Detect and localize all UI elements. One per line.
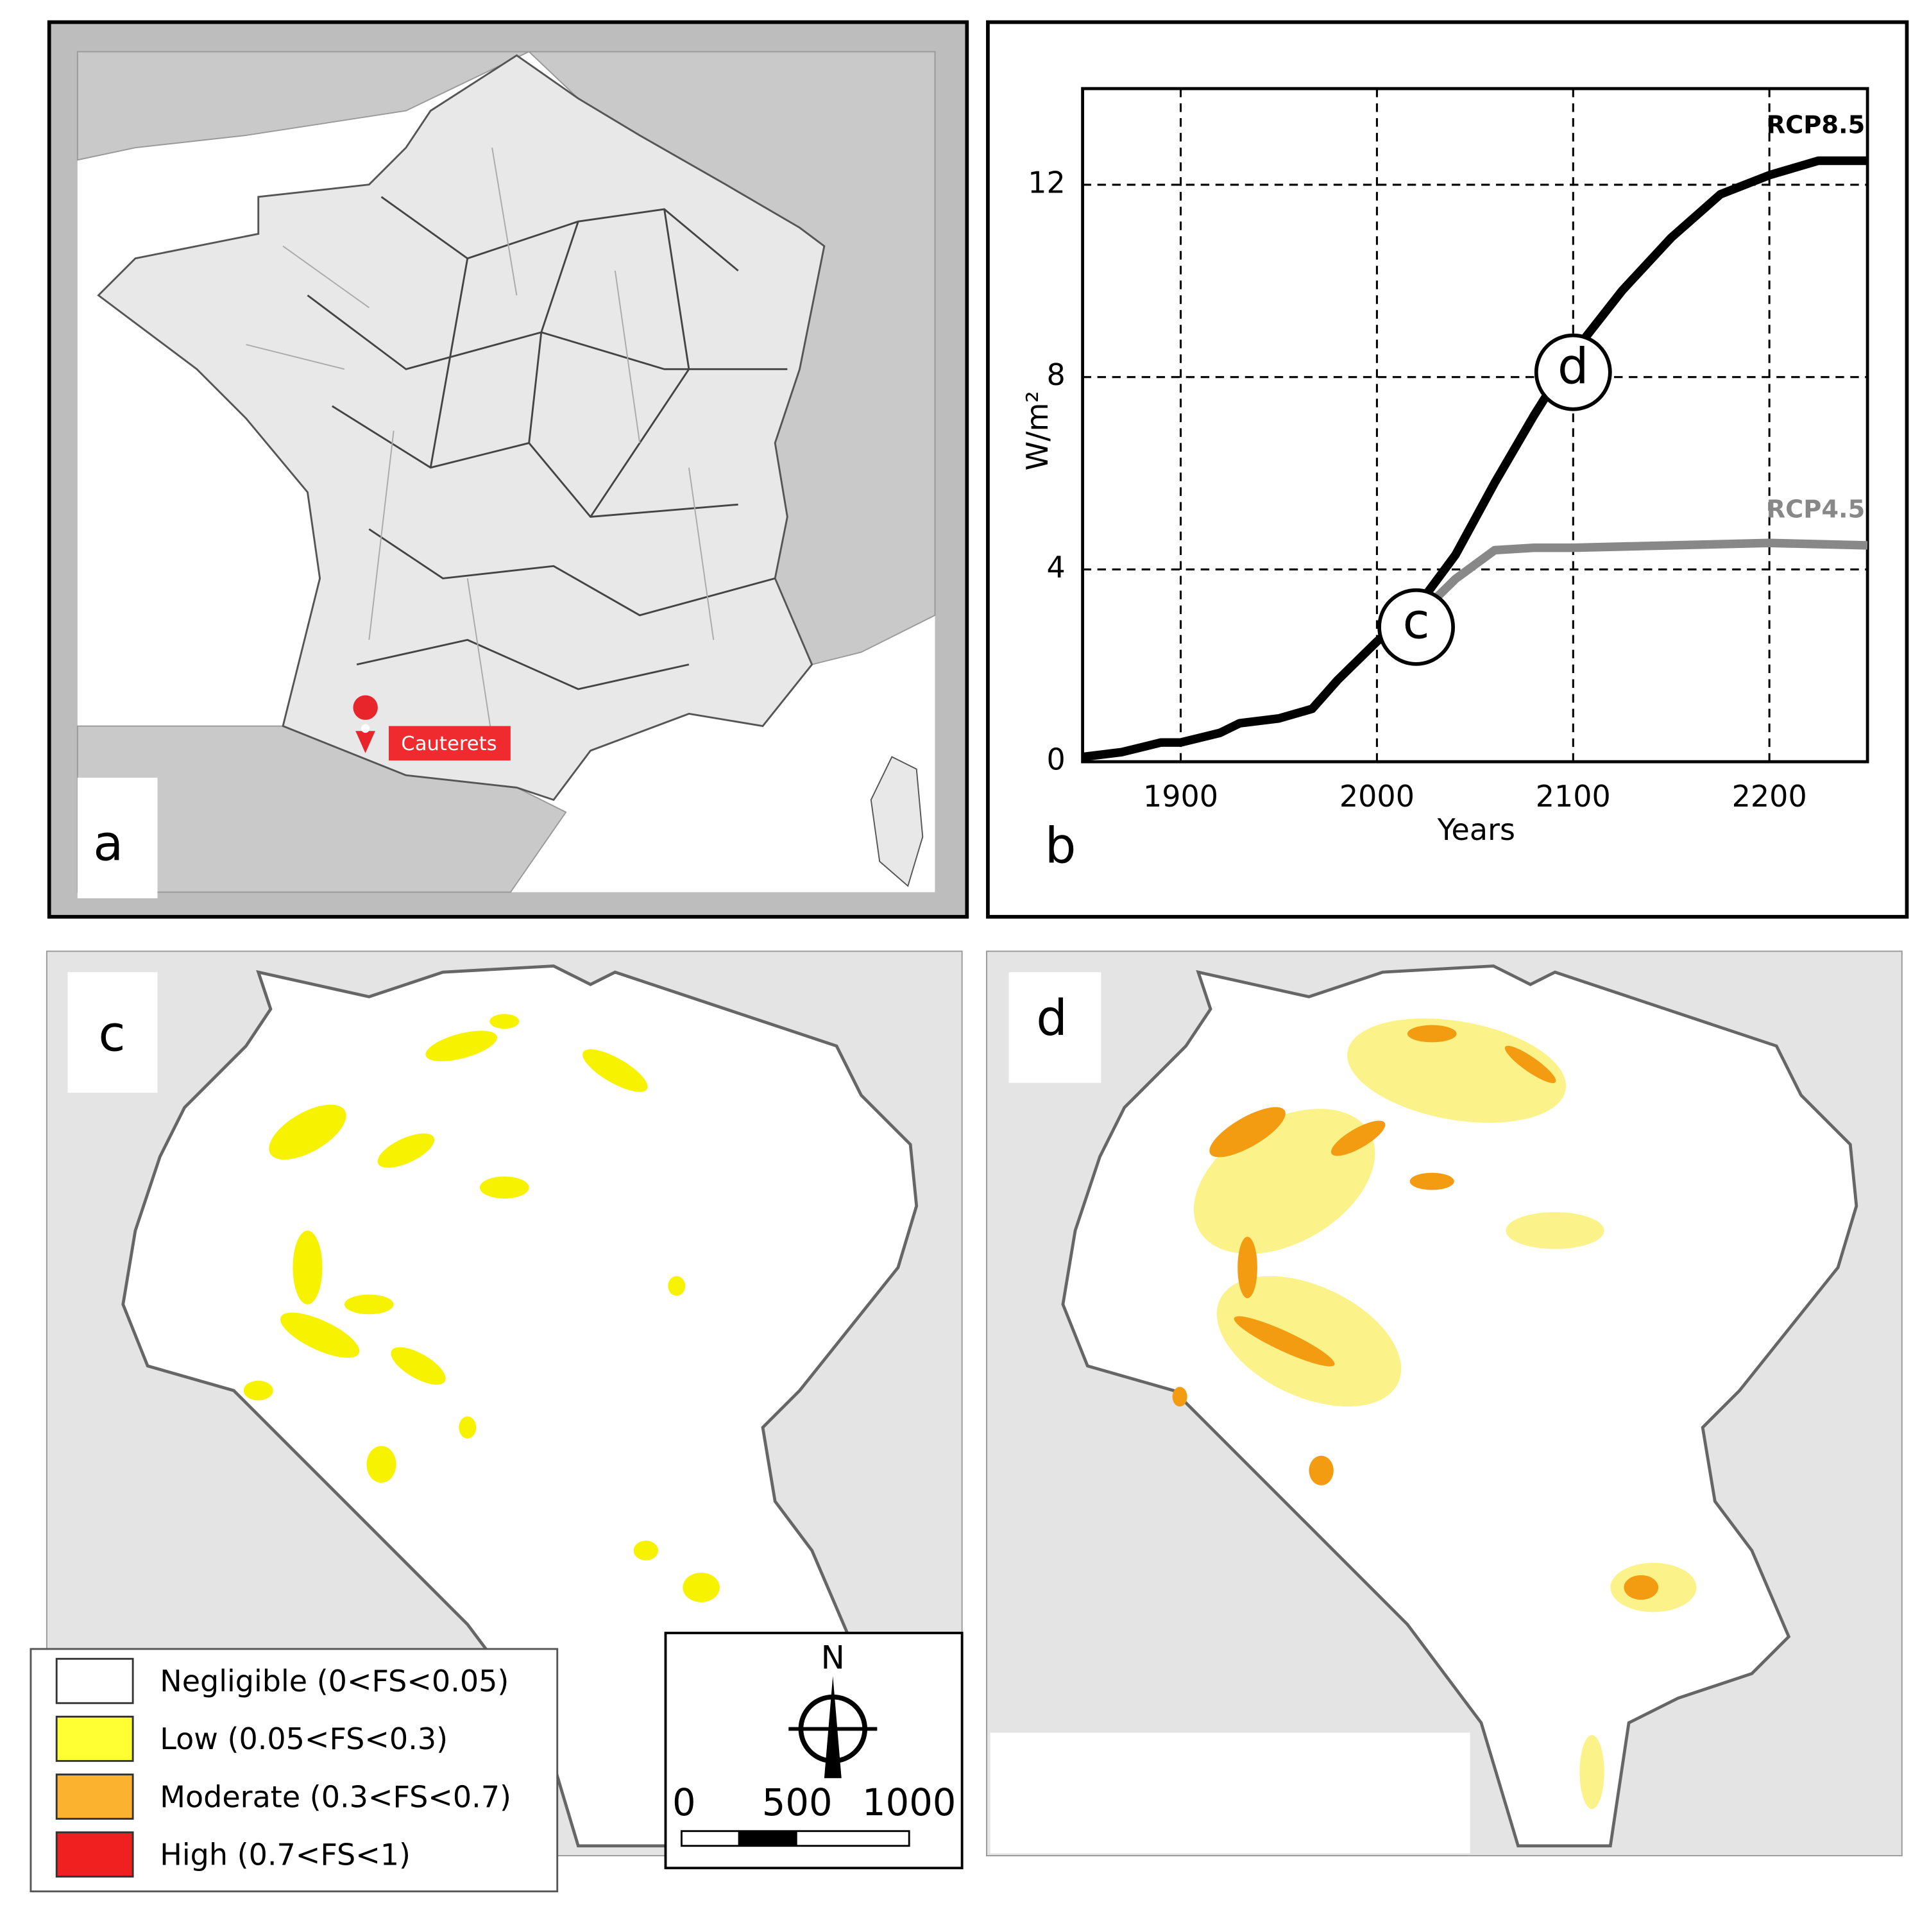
hazard-zones	[243, 1014, 720, 1603]
scale-bar	[738, 1831, 797, 1846]
panel-a: a Cauterets	[47, 20, 969, 919]
scale-label: 500	[762, 1781, 833, 1824]
x-tick-label: 1900	[1143, 779, 1218, 814]
panel-label: a	[93, 815, 123, 872]
y-tick-label: 0	[1046, 742, 1065, 777]
x-axis-label: Years	[1437, 812, 1515, 847]
panel-d: d	[986, 950, 1903, 1857]
x-tick-label: 2000	[1339, 779, 1415, 814]
plot-area	[1081, 87, 1869, 764]
corsica	[870, 756, 924, 887]
panel-label: d	[1036, 990, 1067, 1047]
panel-label-box	[67, 972, 158, 1093]
annotation-label: d	[1558, 338, 1589, 395]
annotation-circle	[1377, 588, 1456, 666]
panel-label: c	[98, 1006, 125, 1063]
x-tick-label: 2100	[1536, 779, 1611, 814]
series-line	[1413, 538, 1868, 621]
scale-box: N 0 500 1000	[664, 1632, 964, 1870]
y-tick-label: 12	[1028, 165, 1066, 200]
panel-label: b	[1045, 817, 1076, 875]
legend-swatch	[55, 1831, 134, 1878]
blank-area	[990, 1732, 1470, 1854]
legend-swatch	[55, 1774, 134, 1820]
panel-label-box	[77, 778, 158, 899]
pin-dot	[361, 724, 370, 733]
legend-swatch	[55, 1715, 134, 1762]
annotation-circle	[1534, 333, 1612, 411]
legend-label: Low (0.05<FS<0.3)	[160, 1722, 448, 1756]
hazard-zones	[1172, 1018, 1697, 1809]
legend-label: Negligible (0<FS<0.05)	[160, 1664, 509, 1698]
panel-b: b Years W/m² 0 4 8 12 1900 2000 2100 2200 RCP4.5…	[986, 20, 1909, 919]
location-label: Cauterets	[401, 733, 497, 755]
north-arrow	[824, 1676, 842, 1779]
y-axis-label: W/m²	[1020, 391, 1055, 470]
location-pin	[353, 695, 378, 753]
panel-label-box	[1008, 972, 1101, 1083]
x-tick-label: 2200	[1732, 779, 1807, 814]
scale-label: 1000	[862, 1781, 956, 1824]
series-label: RCP8.5	[1767, 110, 1865, 139]
label-box	[389, 726, 511, 761]
annotation-label: c	[1403, 593, 1430, 650]
legend-swatch	[55, 1657, 134, 1704]
region-border	[307, 196, 788, 690]
y-tick-label: 4	[1046, 550, 1065, 585]
scale-label: 0	[672, 1781, 696, 1824]
north-label: N	[821, 1639, 845, 1677]
department-border	[246, 147, 715, 739]
scale-frame	[664, 1632, 964, 1870]
legend-label: Moderate (0.3<FS<0.7)	[160, 1779, 511, 1814]
legend-label: High (0.7<FS<1)	[160, 1838, 411, 1872]
y-tick-label: 8	[1046, 357, 1065, 392]
series-label: RCP4.5	[1767, 495, 1865, 524]
legend: Negligible (0<FS<0.05) Low (0.05<FS<0.3) M…	[30, 1648, 559, 1893]
